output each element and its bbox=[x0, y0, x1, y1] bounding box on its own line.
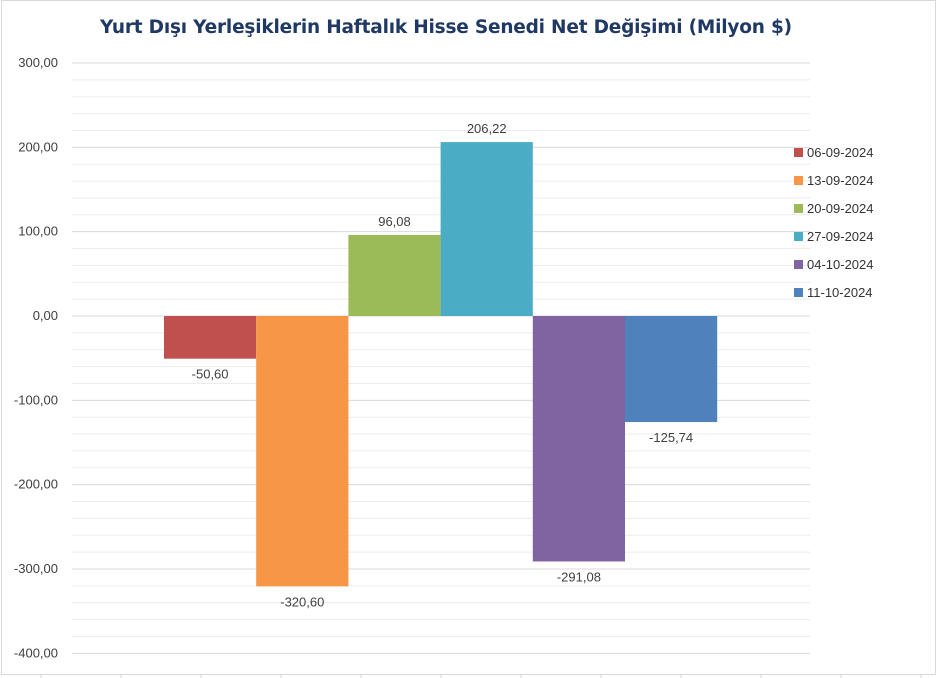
y-tick-label: 100,00 bbox=[18, 224, 58, 239]
legend-swatch bbox=[794, 175, 803, 185]
data-label: -291,08 bbox=[557, 569, 601, 584]
legend-label: 13-09-2024 bbox=[807, 172, 874, 188]
chart-title: Yurt Dışı Yerleşiklerin Haftalık Hisse S… bbox=[100, 17, 792, 38]
y-tick-label: 200,00 bbox=[18, 139, 58, 154]
data-label: -320,60 bbox=[280, 594, 324, 609]
chart-legend: 06-09-2024 13-09-2024 20-09-2024 27-09-2024… bbox=[794, 138, 874, 306]
legend-label: 04-10-2024 bbox=[807, 256, 874, 272]
bar-06-09-2024[interactable] bbox=[164, 316, 257, 359]
legend-label: 27-09-2024 bbox=[807, 228, 874, 244]
data-label: -125,74 bbox=[649, 430, 693, 445]
legend-item[interactable]: 11-10-2024 bbox=[794, 278, 874, 306]
data-label: -50,60 bbox=[192, 367, 229, 382]
bar-20-09-2024[interactable] bbox=[348, 234, 441, 316]
y-tick-label: -100,00 bbox=[14, 392, 58, 407]
y-tick-label: -300,00 bbox=[14, 561, 58, 576]
bar-11-10-2024[interactable] bbox=[625, 316, 718, 423]
data-label: 206,22 bbox=[467, 121, 507, 136]
legend-item[interactable]: 06-09-2024 bbox=[794, 138, 874, 166]
legend-swatch bbox=[794, 231, 803, 241]
y-tick-label: 0,00 bbox=[33, 308, 58, 323]
bar-13-09-2024[interactable] bbox=[256, 316, 349, 587]
legend-swatch bbox=[794, 147, 803, 157]
legend-item[interactable]: 13-09-2024 bbox=[794, 166, 874, 194]
legend-label: 11-10-2024 bbox=[807, 284, 873, 300]
y-tick-label: -400,00 bbox=[14, 645, 58, 660]
y-tick-label: 300,00 bbox=[18, 55, 58, 70]
legend-item[interactable]: 27-09-2024 bbox=[794, 222, 874, 250]
legend-swatch bbox=[794, 259, 803, 269]
legend-label: 20-09-2024 bbox=[807, 200, 874, 216]
bar-04-10-2024[interactable] bbox=[532, 316, 625, 562]
legend-label: 06-09-2024 bbox=[807, 144, 874, 160]
data-label: 96,08 bbox=[378, 214, 411, 229]
legend-item[interactable]: 04-10-2024 bbox=[794, 250, 874, 278]
legend-swatch bbox=[794, 287, 803, 297]
bar-27-09-2024[interactable] bbox=[440, 142, 533, 316]
y-tick-label: -200,00 bbox=[14, 477, 58, 492]
legend-swatch bbox=[794, 203, 803, 213]
legend-item[interactable]: 20-09-2024 bbox=[794, 194, 874, 222]
